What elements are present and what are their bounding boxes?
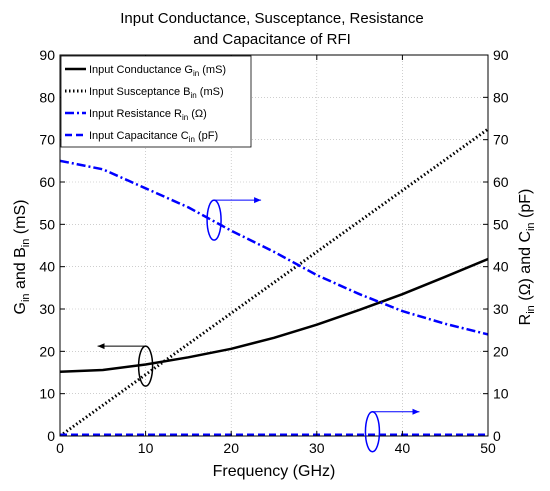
x-tick-label: 0	[56, 440, 64, 456]
y-axis-label-right: Rin (Ω) and Cin (pF)	[517, 189, 537, 326]
y-tick-label-right: 60	[493, 174, 509, 190]
y-tick-label-right: 90	[493, 47, 509, 63]
x-tick-label: 30	[309, 440, 325, 456]
y-tick-label-left: 50	[39, 216, 55, 232]
legend-box	[60, 55, 252, 148]
axis-ticks: 0 10 20 30 40 5001020304050607080900102030405…	[39, 47, 508, 456]
x-axis-label: Frequency (GHz)	[213, 463, 336, 480]
y-tick-label-left: 80	[39, 89, 55, 105]
y-tick-label-left: 30	[39, 301, 55, 317]
y-tick-label-left: 40	[39, 259, 55, 275]
legend-label-susceptance: Input Susceptance Bin (mS)	[89, 86, 224, 100]
x-tick-label: 40	[395, 440, 411, 456]
y-axis-label-left: Gin and Bin (mS)	[12, 200, 32, 315]
y-tick-label-right: 50	[493, 216, 509, 232]
chart-title-line-1: Input Conductance, Susceptance, Resistan…	[120, 10, 424, 27]
x-tick-label: 50	[480, 440, 496, 456]
legend-label-conductance: Input Conductance Gin (mS)	[89, 64, 226, 78]
y-tick-label-right: 0	[493, 428, 501, 444]
series-conductance-line	[60, 257, 488, 373]
series-layer	[60, 127, 488, 436]
y-tick-label-left: 90	[39, 47, 55, 63]
legend-label-capacitance: Input Capacitance Cin (pF)	[89, 130, 218, 144]
y-tick-label-left: 0	[47, 428, 55, 444]
series-susceptance-line	[60, 127, 488, 436]
y-tick-label-left: 60	[39, 174, 55, 190]
y-tick-label-right: 40	[493, 259, 509, 275]
legend: Input Conductance Gin (mS) Input Suscept…	[60, 55, 252, 148]
y-tick-label-right: 20	[493, 343, 509, 359]
y-tick-label-right: 80	[493, 89, 509, 105]
plot-frame	[59, 54, 489, 437]
y-tick-label-right: 30	[493, 301, 509, 317]
x-tick-label: 20	[223, 440, 239, 456]
y-tick-label-left: 10	[39, 386, 55, 402]
y-tick-label-right: 10	[493, 386, 509, 402]
chart-title-line-2: and Capacitance of RFI	[193, 31, 351, 48]
annotation-ellipse	[364, 411, 381, 453]
legend-label-resistance: Input Resistance Rin (Ω)	[89, 108, 207, 122]
y-tick-label-left: 20	[39, 343, 55, 359]
y-tick-label-left: 70	[39, 132, 55, 148]
series-resistance-line	[60, 159, 488, 336]
x-tick-label: 10	[138, 440, 154, 456]
annotations	[97, 197, 420, 453]
y-tick-label-right: 70	[493, 132, 509, 148]
